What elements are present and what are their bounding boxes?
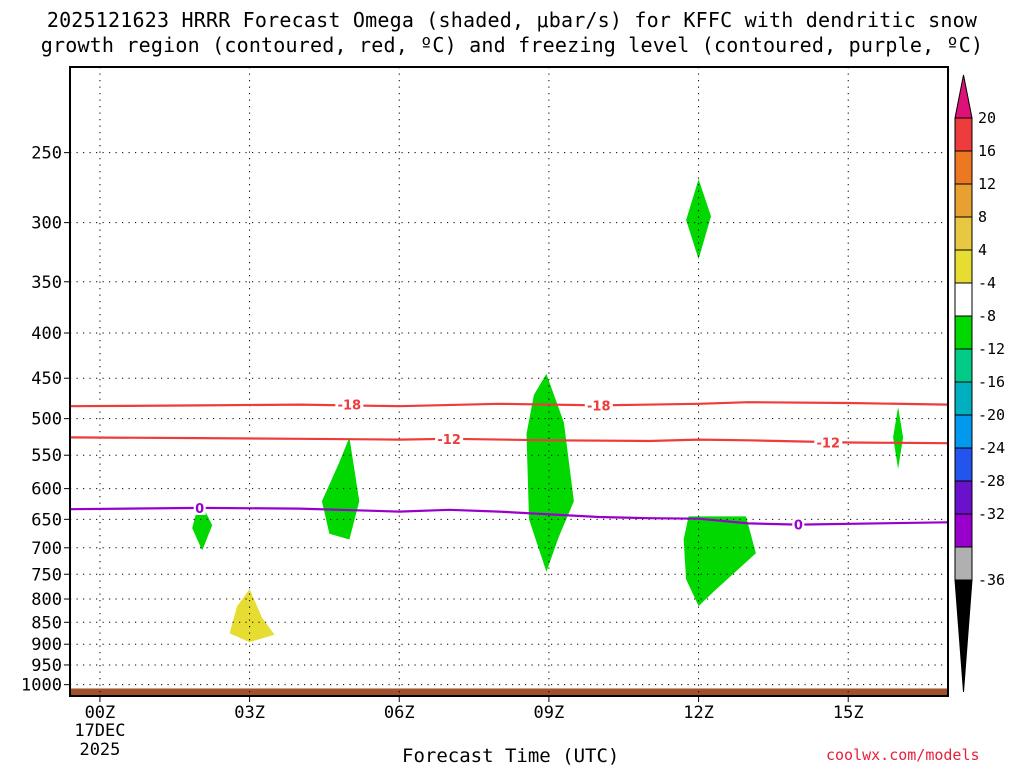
omega-region-7: [229, 589, 275, 643]
x-tick-label-03Z: 03Z: [234, 703, 265, 723]
y-tick-label-350: 350: [31, 273, 62, 293]
colorbar-label-13: -32: [978, 505, 1005, 523]
colorbar-box-10: [954, 414, 973, 449]
contour-label-bg--12-1: [435, 430, 464, 446]
contour-label-bg--18-2: [584, 397, 613, 413]
x-tick-date: 17DEC: [74, 721, 125, 741]
y-tick-label-500: 500: [31, 410, 62, 430]
colorbar-label-7: -8: [978, 307, 996, 325]
omega-region-3: [526, 373, 574, 572]
y-tick-label-300: 300: [31, 214, 62, 234]
title-line-1: 2025121623 HRRR Forecast Omega (shaded, …: [46, 8, 978, 32]
y-tick-label-650: 650: [31, 510, 62, 530]
omega-region-5: [683, 516, 756, 607]
colorbar-box-8: [954, 348, 973, 383]
y-tick-label-750: 750: [31, 565, 62, 585]
colorbar-label-1: 20: [978, 109, 996, 127]
colorbar-label-12: -28: [978, 472, 1005, 490]
y-tick-label-700: 700: [31, 539, 62, 559]
plot-frame: [69, 66, 949, 697]
colorbar-box-1: [954, 117, 973, 152]
contour-label-0-2: 0: [794, 519, 803, 534]
colorbar-label-10: -20: [978, 406, 1005, 424]
omega-region-4: [686, 179, 711, 260]
colorbar-box-2: [954, 150, 973, 185]
colorbar-box-5: [954, 249, 973, 284]
contour-label--18-2: -18: [587, 399, 611, 414]
credit-link[interactable]: coolwx.com/models: [826, 746, 980, 764]
colorbar-box-12: [954, 480, 973, 515]
colorbar-label-3: 12: [978, 175, 996, 193]
x-tick-label-12Z: 12Z: [683, 703, 714, 723]
colorbar-box-14: [954, 546, 973, 581]
colorbar-label-11: -24: [978, 439, 1005, 457]
x-tick-label-06Z: 06Z: [384, 703, 415, 723]
colorbar-label-4: 8: [978, 208, 987, 226]
colorbar-box-11: [954, 447, 973, 482]
title-line-2: growth region (contoured, red, ºC) and f…: [40, 33, 984, 57]
colorbar-box-9: [954, 381, 973, 416]
contour-0: [70, 506, 948, 526]
chart-title: 2025121623 HRRR Forecast Omega (shaded, …: [0, 8, 1024, 58]
contour-label-bg-0-2: [792, 516, 805, 532]
contour-label--12-2: -12: [817, 436, 841, 451]
contour-label-0-1: 0: [195, 502, 204, 517]
contour-label--18-1: -18: [338, 399, 362, 414]
y-tick-label-950: 950: [31, 656, 62, 676]
colorbar-label-2: 16: [978, 142, 996, 160]
colorbar-top-arrow: [954, 74, 973, 119]
x-axis-label: Forecast Time (UTC): [402, 745, 620, 767]
y-tick-label-600: 600: [31, 480, 62, 500]
x-tick-year: 2025: [79, 740, 120, 760]
y-tick-label-1000: 1000: [21, 676, 62, 696]
contour-label--12-1: -12: [437, 433, 461, 448]
y-tick-label-550: 550: [31, 446, 62, 466]
colorbar-box-4: [954, 216, 973, 251]
contour-label-bg--18-1: [335, 396, 364, 412]
y-tick-label-800: 800: [31, 590, 62, 610]
x-tick-label-09Z: 09Z: [534, 703, 565, 723]
colorbar-label-9: -16: [978, 373, 1005, 391]
y-tick-label-450: 450: [31, 369, 62, 389]
y-tick-label-400: 400: [31, 324, 62, 344]
y-tick-label-850: 850: [31, 613, 62, 633]
colorbar-label-6: -4: [978, 274, 996, 292]
colorbar-bottom-arrow: [954, 579, 973, 693]
colorbar-box-3: [954, 183, 973, 218]
colorbar-box-6: [954, 282, 973, 317]
colorbar-box-13: [954, 513, 973, 548]
colorbar-label-5: 4: [978, 241, 987, 259]
contour-label-bg-0-1: [193, 499, 206, 515]
ground-shading: [70, 688, 948, 696]
y-tick-label-900: 900: [31, 635, 62, 655]
omega-region-6: [893, 407, 904, 469]
colorbar-box-7: [954, 315, 973, 350]
contour--18: [70, 401, 948, 408]
colorbar-label-14: -36: [978, 571, 1005, 589]
contour--12: [70, 436, 948, 445]
x-tick-label-15Z: 15Z: [833, 703, 864, 723]
colorbar-label-8: -12: [978, 340, 1005, 358]
y-tick-label-250: 250: [31, 144, 62, 164]
x-tick-label-00Z: 00Z: [85, 703, 116, 723]
contour-label-bg--12-2: [814, 434, 843, 450]
omega-region-2: [321, 437, 360, 540]
